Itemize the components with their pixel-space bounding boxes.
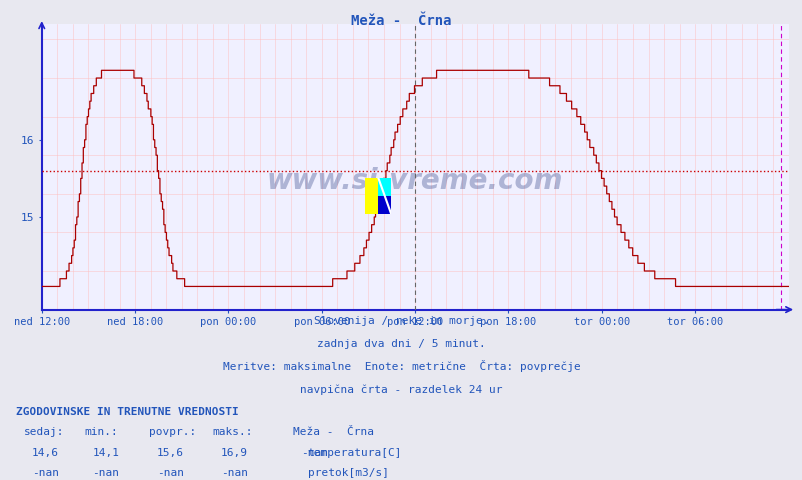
Text: navpična črta - razdelek 24 ur: navpična črta - razdelek 24 ur [300,384,502,395]
Text: sedaj:: sedaj: [24,427,64,437]
Text: -nan: -nan [32,468,59,478]
Text: pretok[m3/s]: pretok[m3/s] [307,468,388,478]
Polygon shape [365,178,378,214]
Text: zadnja dva dni / 5 minut.: zadnja dva dni / 5 minut. [317,339,485,349]
Text: 15,6: 15,6 [156,447,184,457]
Text: 14,6: 14,6 [32,447,59,457]
Text: -nan: -nan [156,468,184,478]
Text: Slovenija / reke in morje.: Slovenija / reke in morje. [314,316,488,326]
Text: 14,1: 14,1 [92,447,119,457]
Polygon shape [378,178,391,196]
Polygon shape [378,196,391,214]
Text: povpr.:: povpr.: [148,427,196,437]
Text: -nan: -nan [301,447,328,457]
Text: min.:: min.: [84,427,118,437]
Text: maks.:: maks.: [213,427,253,437]
Text: ZGODOVINSKE IN TRENUTNE VREDNOSTI: ZGODOVINSKE IN TRENUTNE VREDNOSTI [16,407,238,417]
Text: 16,9: 16,9 [221,447,248,457]
Text: temperatura[C]: temperatura[C] [307,447,402,457]
Text: Meritve: maksimalne  Enote: metrične  Črta: povprečje: Meritve: maksimalne Enote: metrične Črta… [222,360,580,372]
Text: -nan: -nan [221,468,248,478]
Text: -nan: -nan [92,468,119,478]
Text: Meža -  Črna: Meža - Črna [350,14,452,28]
Text: www.si-vreme.com: www.si-vreme.com [266,167,563,195]
Text: Meža -  Črna: Meža - Črna [293,427,374,437]
